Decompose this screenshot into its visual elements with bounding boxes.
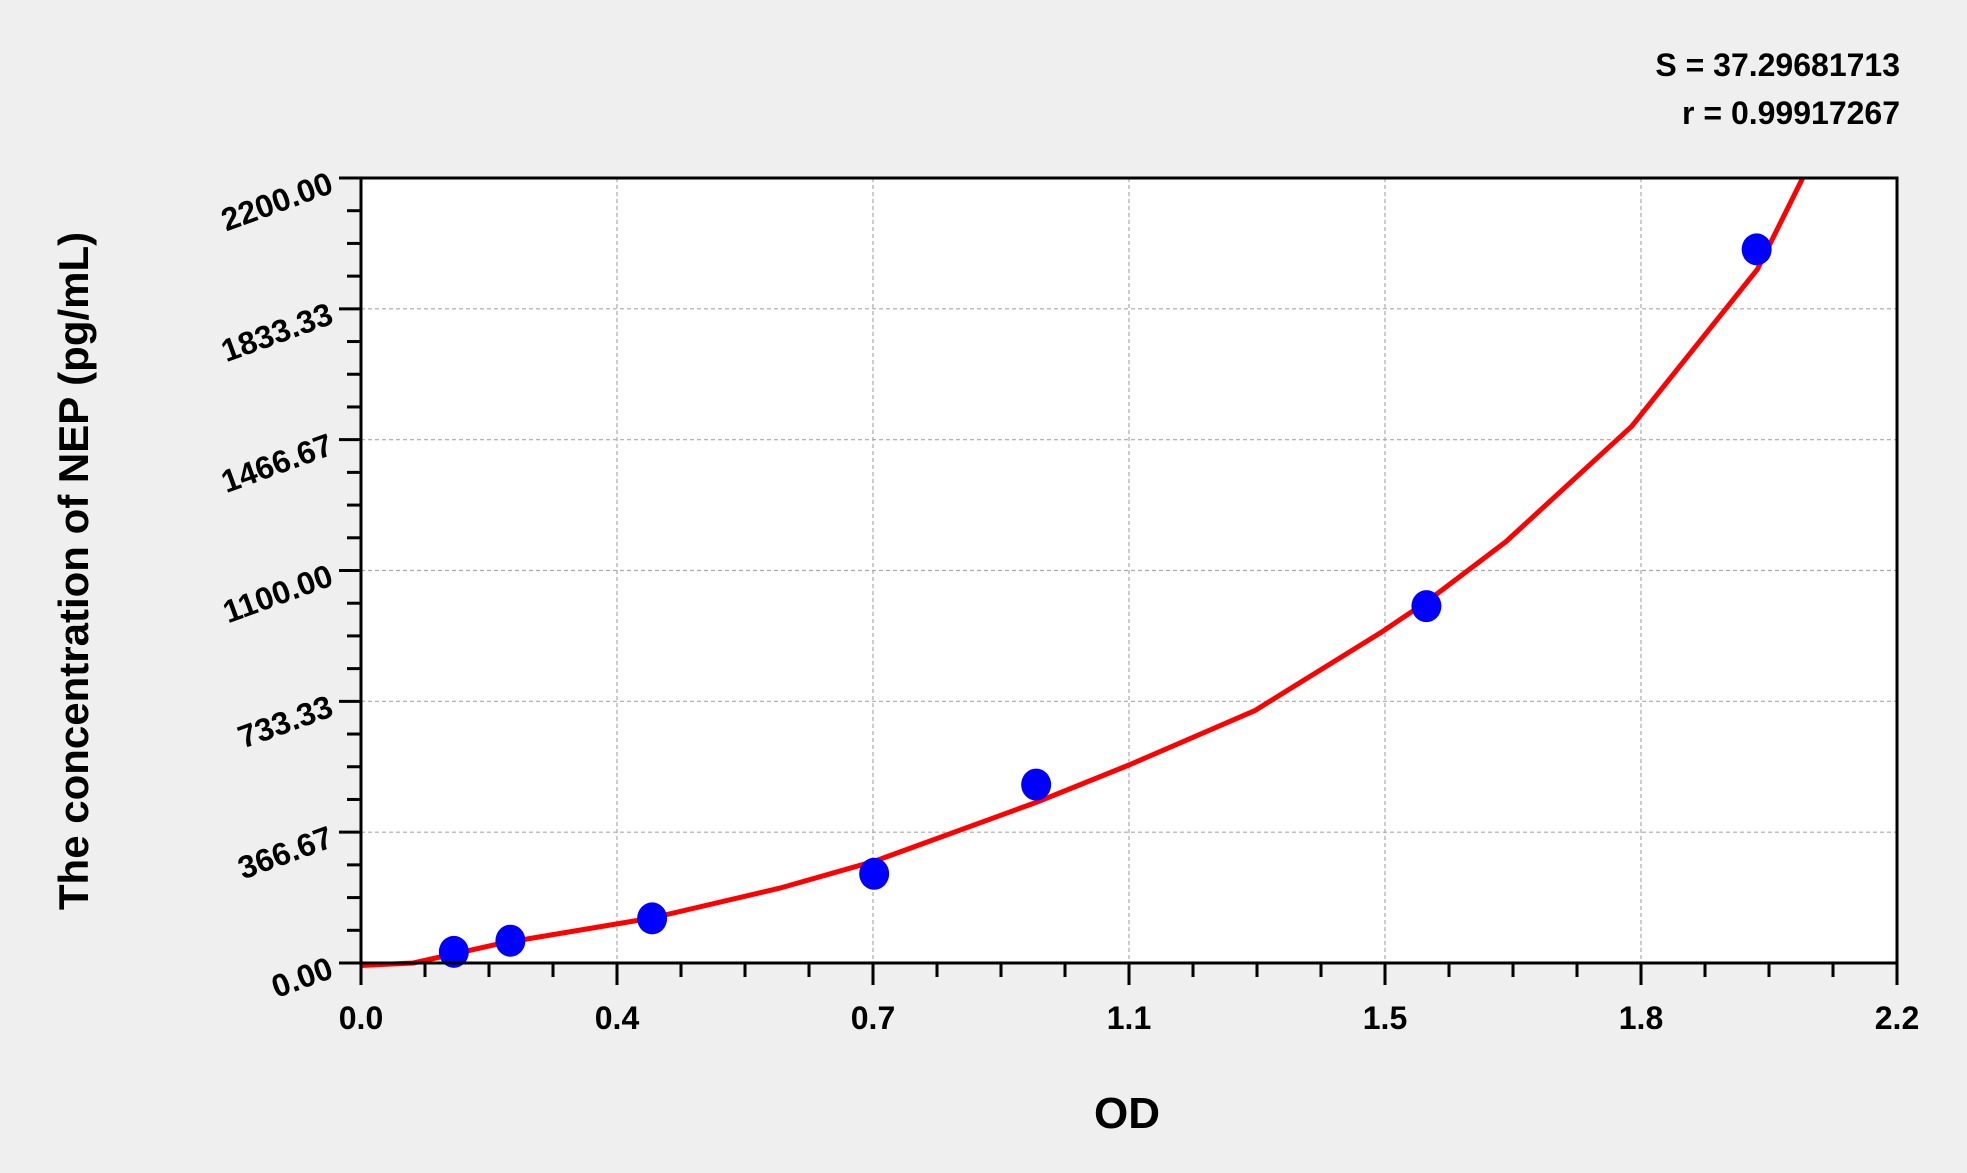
data-point (1741, 233, 1772, 266)
x-tick-label: 2.2 (1875, 1000, 1919, 1036)
data-points-layer (438, 233, 1772, 968)
data-point (438, 935, 469, 968)
x-tick-label: 0.7 (851, 1000, 895, 1036)
stat-r: r = 0.99917267 (1682, 95, 1900, 131)
grid (361, 178, 1897, 963)
axis-ticks (339, 176, 1899, 985)
x-tick-label: 0.0 (339, 1000, 383, 1036)
y-axis-title: The concentration of NEP (pg/mL) (50, 232, 97, 910)
x-axis-title: OD (1094, 1089, 1160, 1138)
data-point (1411, 590, 1442, 623)
x-tick-label: 1.1 (1107, 1000, 1151, 1036)
x-tick-label: 1.5 (1363, 1000, 1407, 1036)
fit-curve (361, 176, 1805, 968)
data-point (859, 857, 890, 890)
fit-curve-layer (361, 176, 1805, 968)
x-tick-label: 1.8 (1619, 1000, 1663, 1036)
data-point (1021, 768, 1052, 801)
x-tick-labels: 0.0 0.4 0.7 1.1 1.5 1.8 2.2 (339, 1000, 1919, 1036)
stat-s: S = 37.29681713 (1655, 47, 1900, 83)
x-tick-label: 0.4 (595, 1000, 640, 1036)
data-point (495, 924, 526, 957)
data-point (637, 902, 668, 935)
